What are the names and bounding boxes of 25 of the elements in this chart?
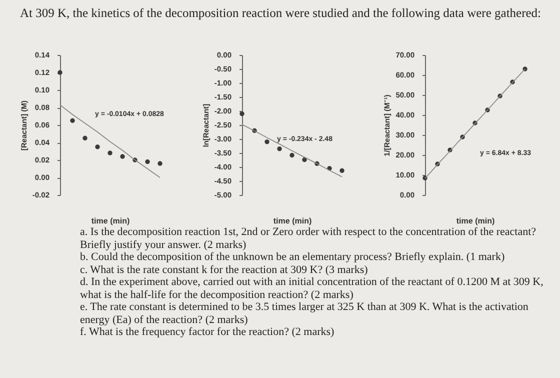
point	[58, 70, 62, 75]
text: e. The rate constant is determined to be 3.5 times larger at 325 K than at 309 K. What is the activation energy (Ea) of the reaction? (2 marks)	[80, 301, 530, 326]
x-axis-title: time (min)	[456, 216, 495, 226]
point	[340, 168, 344, 173]
point	[290, 152, 294, 158]
point	[70, 118, 75, 123]
text: b. Could the decomposition of the unknown be an elementary process? Briefly explain. (1 mark)	[80, 251, 506, 264]
line-series	[242, 124, 342, 178]
point	[145, 159, 150, 164]
point	[240, 111, 244, 116]
text: d. In the experiment above, carried out with an initial concentration of the reactant of 0.1200 M at 309 K, what is the half-life for the decomposition reaction? (2 marks)	[80, 276, 544, 301]
text: a. Is the decomposition reaction 1st, 2nd or Zero order with respect to the concentration of the reactant? Briefly justify your answer. (2 marks)	[80, 226, 538, 251]
text: At 309 K, the kinetics of the decomposition reaction were studied and the following data were gathered:	[20, 6, 542, 21]
point	[302, 157, 307, 162]
point	[277, 146, 282, 152]
point	[108, 150, 112, 156]
point	[120, 154, 125, 159]
point	[264, 139, 270, 144]
point	[158, 161, 162, 166]
point	[95, 144, 100, 150]
text: c. What is the rate constant k for the reaction at 309 K? (3 marks)	[80, 264, 369, 276]
text: f. What is the frequency factor for the reaction? (2 marks)	[80, 326, 336, 338]
x-axis-title: time (min)	[91, 216, 130, 226]
x-axis-title: time (min)	[273, 216, 312, 226]
point	[82, 136, 88, 140]
